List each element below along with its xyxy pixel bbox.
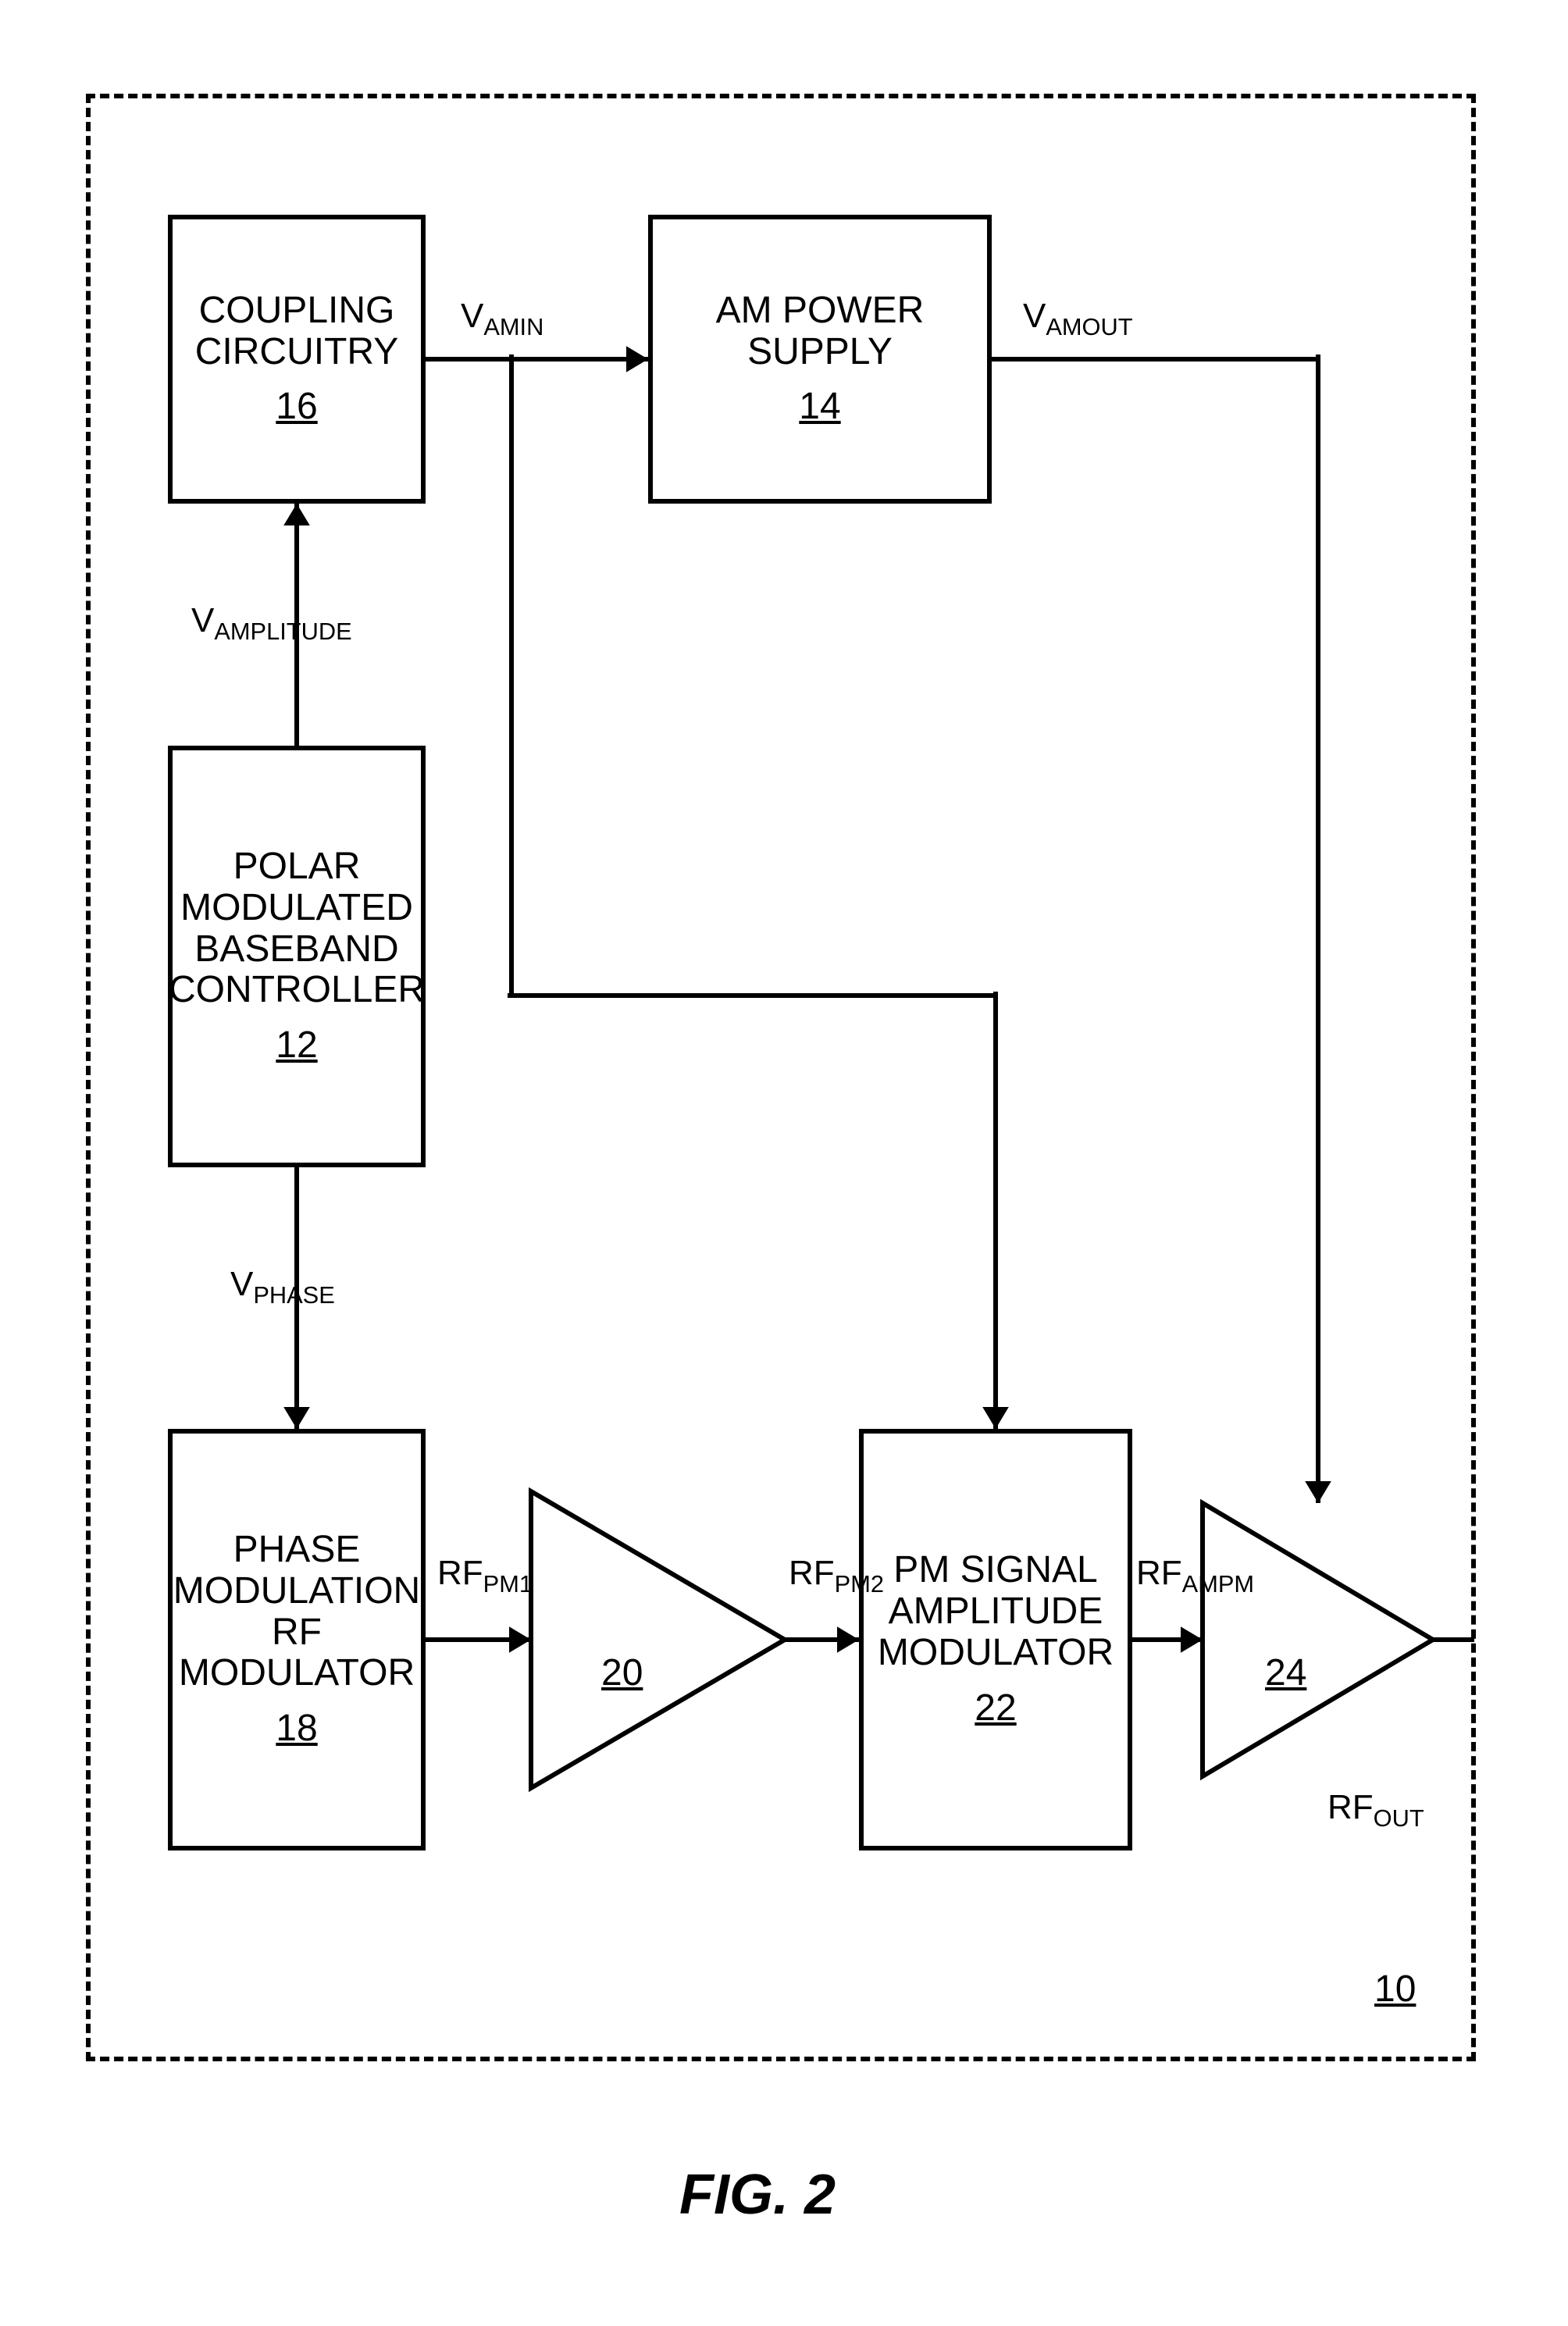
- arrowhead: [982, 1407, 1009, 1429]
- amplifier-amp20: [531, 1491, 785, 1788]
- signal-label-v_amin: VAMIN: [461, 297, 543, 341]
- signal-label-rf_out: RFOUT: [1327, 1788, 1424, 1833]
- amplifier-amp24: [1203, 1503, 1433, 1776]
- signal-label-v_phase: VPHASE: [230, 1265, 335, 1309]
- arrowhead: [283, 504, 310, 525]
- signal-label-rf_ampm: RFAMPM: [1136, 1554, 1254, 1598]
- amplifier-amp24-ref: 24: [1265, 1651, 1306, 1694]
- signal-label-rf_pm1: RFPM1: [437, 1554, 533, 1598]
- arrowhead: [283, 1407, 310, 1429]
- diagram-shapes: [0, 0, 1568, 2326]
- arrowhead: [626, 346, 648, 372]
- arrowhead: [837, 1626, 859, 1653]
- signal-label-rf_pm2: RFPM2: [789, 1554, 884, 1598]
- signal-label-v_amplitude: VAMPLITUDE: [191, 601, 352, 646]
- arrowhead: [509, 1626, 531, 1653]
- arrowhead: [1305, 1481, 1331, 1503]
- system-ref: 10: [1374, 1968, 1416, 2011]
- figure-caption: FIG. 2: [679, 2163, 836, 2227]
- signal-label-v_amout: VAMOUT: [1023, 297, 1133, 341]
- amplifier-amp20-ref: 20: [601, 1651, 643, 1694]
- arrowhead: [1181, 1626, 1203, 1653]
